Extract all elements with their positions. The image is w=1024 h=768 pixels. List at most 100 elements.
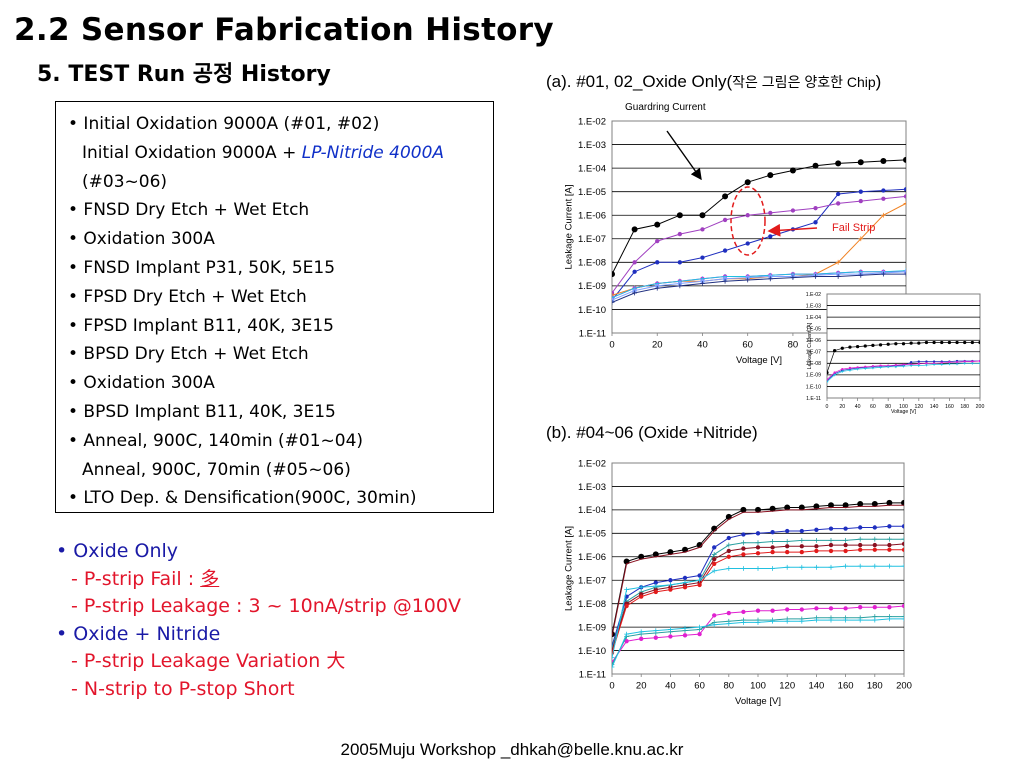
data-point xyxy=(856,367,859,371)
data-point xyxy=(835,259,841,265)
data-point xyxy=(901,616,904,622)
data-point xyxy=(855,344,860,349)
y-tick-label: 1.E-08 xyxy=(578,258,606,269)
data-point xyxy=(741,620,746,625)
data-point xyxy=(712,556,717,562)
data-point xyxy=(887,605,892,610)
data-point xyxy=(827,378,829,381)
y-tick-label: 1.E-04 xyxy=(578,163,606,174)
data-point xyxy=(843,537,848,543)
data-point xyxy=(722,193,729,200)
x-tick-label: 100 xyxy=(750,681,766,692)
data-point xyxy=(925,363,928,367)
x-tick-label: 80 xyxy=(724,681,735,692)
data-point xyxy=(909,361,913,364)
data-point xyxy=(872,617,878,623)
y-tick-label: 1.E-11 xyxy=(806,396,821,402)
guardring-arrow xyxy=(666,130,702,181)
data-point xyxy=(755,608,761,613)
data-point xyxy=(901,547,904,552)
data-point xyxy=(901,524,904,529)
process-step: • FPSD Implant B11, 40K, 3E15 xyxy=(68,315,334,336)
data-point xyxy=(917,341,921,345)
note-pstrip-fail-value: 多 xyxy=(200,567,220,590)
data-point xyxy=(903,271,906,277)
chart-a-caption-main: (a). #01, 02_Oxide Only( xyxy=(546,72,733,91)
data-point xyxy=(755,551,761,556)
data-point xyxy=(668,587,673,592)
data-point xyxy=(871,365,875,368)
data-point xyxy=(726,542,732,548)
data-point xyxy=(755,545,761,550)
data-point xyxy=(886,499,893,506)
data-point xyxy=(872,605,877,610)
data-point xyxy=(784,539,790,544)
data-point xyxy=(784,504,791,511)
data-point xyxy=(799,537,805,543)
data-point xyxy=(638,553,645,560)
data-point xyxy=(632,290,638,296)
data-point xyxy=(697,577,702,583)
data-point xyxy=(857,159,864,166)
data-point xyxy=(932,363,936,366)
chart-b-caption: (b). #04~06 (Oxide +Nitride) xyxy=(546,423,758,442)
y-tick-label: 1.E-09 xyxy=(578,622,606,633)
chart-inset: 1.E-11 1.E-10 1.E-09 1.E-08 1.E-07 1.E-06 1.E-… xyxy=(806,292,985,415)
x-tick-label: 180 xyxy=(867,681,883,692)
data-point xyxy=(770,545,775,550)
data-point xyxy=(894,365,898,369)
data-point xyxy=(655,260,660,265)
data-point xyxy=(871,501,878,508)
y-tick-label: 1.E-08 xyxy=(806,361,821,367)
data-point xyxy=(814,606,819,611)
y-tick-label: 1.E-03 xyxy=(578,140,606,151)
data-point xyxy=(841,367,844,371)
y-tick-label: 1.E-02 xyxy=(806,292,821,298)
x-tick-label: 60 xyxy=(694,681,705,692)
data-point xyxy=(653,583,659,589)
y-tick-label: 1.E-03 xyxy=(806,303,821,309)
note-pstrip-fail: - P-strip Fail : 多 xyxy=(56,566,461,594)
y-tick-label: 1.E-07 xyxy=(578,576,606,587)
x-tick-label: 20 xyxy=(839,404,845,410)
data-point xyxy=(814,537,819,543)
data-point xyxy=(624,639,629,644)
data-point xyxy=(682,585,688,590)
data-point xyxy=(863,367,867,370)
x-tick-label: 140 xyxy=(930,404,939,410)
data-point xyxy=(887,563,892,569)
y-tick-label: 1.E-10 xyxy=(806,384,821,390)
data-point xyxy=(638,629,644,635)
data-point xyxy=(840,346,844,350)
data-point xyxy=(880,158,887,165)
data-point xyxy=(638,584,644,590)
data-point xyxy=(886,342,890,346)
data-point xyxy=(901,541,904,547)
data-point xyxy=(711,622,717,628)
data-point xyxy=(858,236,864,242)
data-point xyxy=(971,360,974,363)
data-point xyxy=(940,361,943,364)
data-point xyxy=(828,542,834,548)
data-point xyxy=(858,189,863,194)
data-point xyxy=(697,624,702,630)
data-point xyxy=(612,295,615,301)
data-point xyxy=(843,606,848,611)
data-point xyxy=(909,341,913,345)
data-point xyxy=(696,542,703,549)
data-point xyxy=(682,633,688,638)
data-point xyxy=(894,363,898,367)
y-tick-label: 1.E-05 xyxy=(806,326,821,332)
data-point xyxy=(785,544,790,549)
data-point xyxy=(755,620,761,625)
data-point xyxy=(726,535,731,541)
chart-a-caption: (a). #01, 02_Oxide Only(작은 그림은 양호한 Chip) xyxy=(546,72,881,92)
fail-region-ellipse xyxy=(730,186,766,256)
data-point xyxy=(612,655,615,660)
data-point xyxy=(894,342,898,346)
data-point xyxy=(682,575,688,581)
data-point xyxy=(700,255,705,260)
series-group xyxy=(612,156,906,305)
data-point xyxy=(653,589,658,595)
y-tick-label: 1.E-07 xyxy=(806,350,821,356)
